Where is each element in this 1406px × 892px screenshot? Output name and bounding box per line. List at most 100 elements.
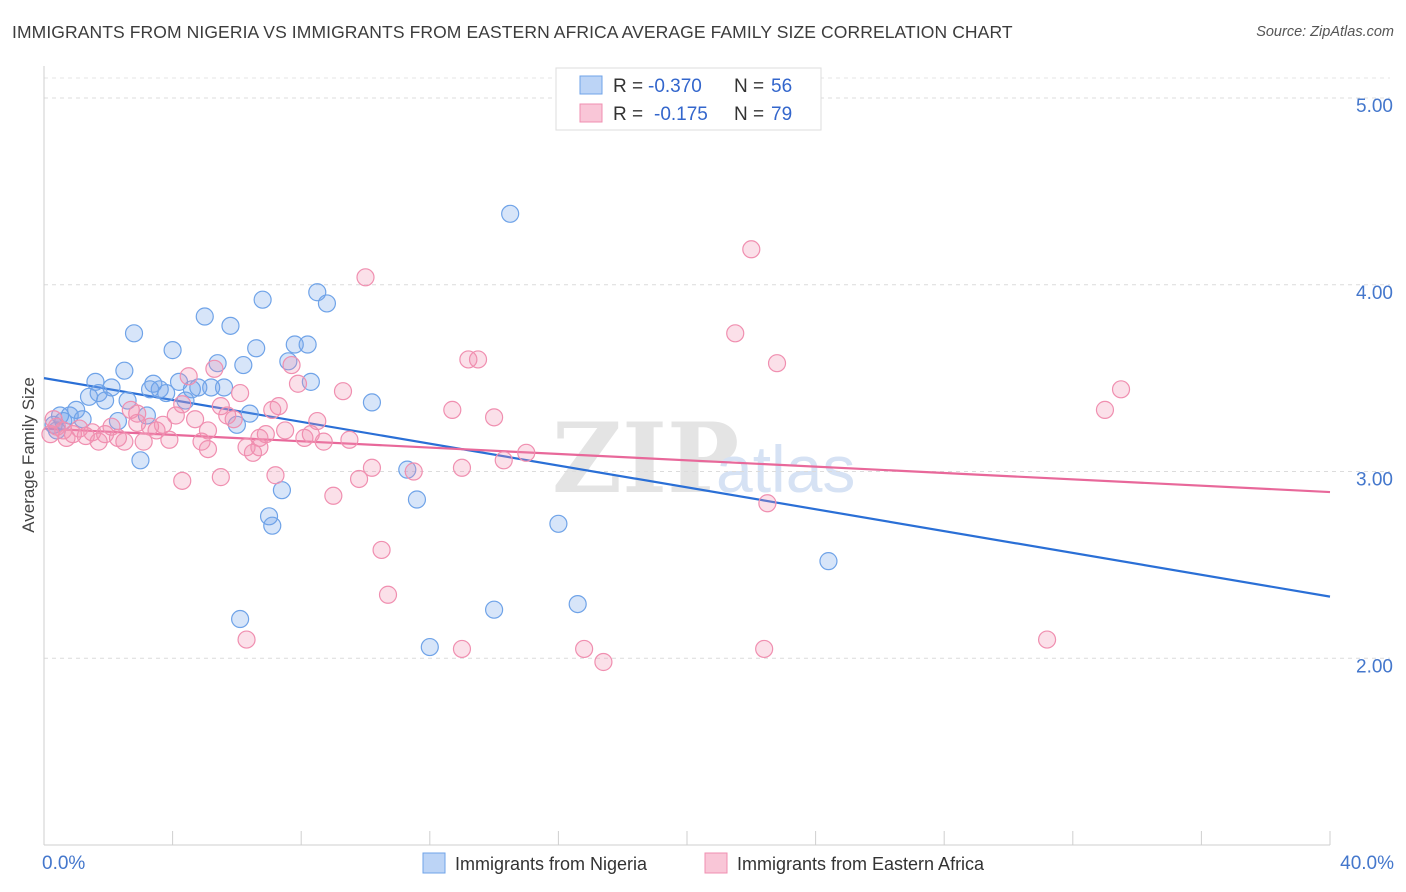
point-series1-19 <box>153 415 173 434</box>
point-series1-67 <box>726 324 745 343</box>
point-series0-15 <box>124 324 144 343</box>
point-series1-24 <box>186 410 205 429</box>
point-series1-49 <box>356 268 375 287</box>
point-series1-30 <box>224 410 243 429</box>
point-series0-28 <box>208 354 227 373</box>
point-series1-39 <box>282 355 301 375</box>
x-tick-label-min: 0.0% <box>42 853 85 874</box>
point-series0-21 <box>163 341 182 360</box>
y-tick-label-2: 4.00 <box>1356 283 1393 304</box>
x-tick-label-max: 40.0% <box>1340 853 1394 874</box>
point-series1-54 <box>443 400 462 419</box>
point-series0-44 <box>317 294 337 313</box>
point-series1-43 <box>308 411 327 431</box>
point-series1-22 <box>173 395 192 414</box>
point-series1-21 <box>166 406 185 425</box>
point-series0-55 <box>140 380 160 399</box>
series-legend-label-eastern-africa: Immigrants from Eastern Africa <box>737 854 985 874</box>
series-legend-swatch-nigeria <box>422 852 446 874</box>
y-tick-label-3: 5.00 <box>1356 96 1393 117</box>
point-series0-13 <box>115 361 134 380</box>
point-series1-11 <box>102 417 121 436</box>
point-series0-34 <box>247 339 266 358</box>
point-series1-28 <box>211 397 230 416</box>
point-series0-46 <box>398 460 417 479</box>
point-series0-40 <box>285 335 304 354</box>
point-series1-20 <box>160 430 179 449</box>
point-series1-31 <box>231 383 250 403</box>
series-legend: Immigrants from Nigeria Immigrants from … <box>422 852 985 874</box>
legend-r-label-1: R = <box>613 76 643 97</box>
point-series1-71 <box>1095 400 1115 419</box>
point-series1-77 <box>198 439 218 459</box>
point-series1-69 <box>1037 630 1057 649</box>
legend-r-value-2: -0.175 <box>654 104 708 125</box>
point-series0-8 <box>86 372 105 391</box>
point-series1-76 <box>128 404 147 423</box>
point-series0-50 <box>501 204 520 223</box>
point-series1-9 <box>89 432 108 451</box>
point-series0-51 <box>549 514 568 533</box>
point-series1-13 <box>115 432 134 451</box>
point-series0-31 <box>227 415 246 434</box>
point-series1-50 <box>362 458 382 477</box>
point-series0-38 <box>272 481 292 500</box>
point-series1-59 <box>485 408 504 427</box>
point-series0-37 <box>263 516 282 535</box>
y-tick-label-1: 3.00 <box>1356 470 1393 491</box>
point-series1-70 <box>1111 380 1131 399</box>
point-series0-45 <box>362 393 382 412</box>
point-series0-47 <box>407 490 427 509</box>
point-series1-25 <box>192 432 211 451</box>
point-series1-40 <box>288 374 308 393</box>
point-series1-66 <box>767 354 787 373</box>
series-legend-swatch-eastern-africa <box>704 852 728 874</box>
point-series0-5 <box>67 400 86 419</box>
point-series0-53 <box>231 609 250 629</box>
point-series0-33 <box>240 404 259 423</box>
point-series0-26 <box>195 307 214 326</box>
point-series1-65 <box>758 494 777 513</box>
point-series1-57 <box>468 350 488 369</box>
source-label: Source: ZipAtlas.com <box>1256 24 1394 40</box>
point-series1-26 <box>198 421 218 440</box>
point-series0-11 <box>102 378 121 397</box>
point-series0-52 <box>568 594 587 614</box>
point-series1-75 <box>173 471 192 490</box>
point-series1-53 <box>404 462 423 481</box>
point-series1-23 <box>179 367 198 386</box>
point-series1-61 <box>452 639 472 659</box>
point-series1-46 <box>333 382 353 401</box>
y-axis-label: Average Family Size <box>19 377 38 533</box>
legend-n-label-1: N = <box>734 76 764 97</box>
legend-swatch-eastern-africa <box>579 103 603 123</box>
point-series0-54 <box>819 552 838 571</box>
point-series1-16 <box>134 432 153 451</box>
point-series0-32 <box>234 355 253 375</box>
legend-r-label-2: R = <box>613 104 643 125</box>
point-series1-55 <box>452 458 472 477</box>
legend-n-value-2: 79 <box>771 104 792 125</box>
legend-n-label-2: N = <box>734 104 764 125</box>
legend-n-value-1: 56 <box>771 76 792 97</box>
point-series1-73 <box>237 630 256 649</box>
point-series1-37 <box>269 397 288 416</box>
point-series1-58 <box>494 451 513 470</box>
point-series1-27 <box>205 359 224 378</box>
point-series0-41 <box>298 335 317 354</box>
point-series1-48 <box>349 469 369 489</box>
point-series1-78 <box>250 438 269 457</box>
point-series1-62 <box>575 639 594 659</box>
point-series1-47 <box>340 430 359 449</box>
point-series0-29 <box>214 378 234 397</box>
point-series0-48 <box>420 637 439 657</box>
point-series1-63 <box>594 652 613 672</box>
point-series1-60 <box>517 443 536 462</box>
point-series1-38 <box>276 421 295 440</box>
legend-swatch-nigeria <box>579 75 603 95</box>
point-series1-56 <box>459 350 478 369</box>
point-series1-72 <box>211 468 230 487</box>
watermark-atlas: atlas <box>716 432 855 506</box>
point-series1-74 <box>266 466 285 485</box>
